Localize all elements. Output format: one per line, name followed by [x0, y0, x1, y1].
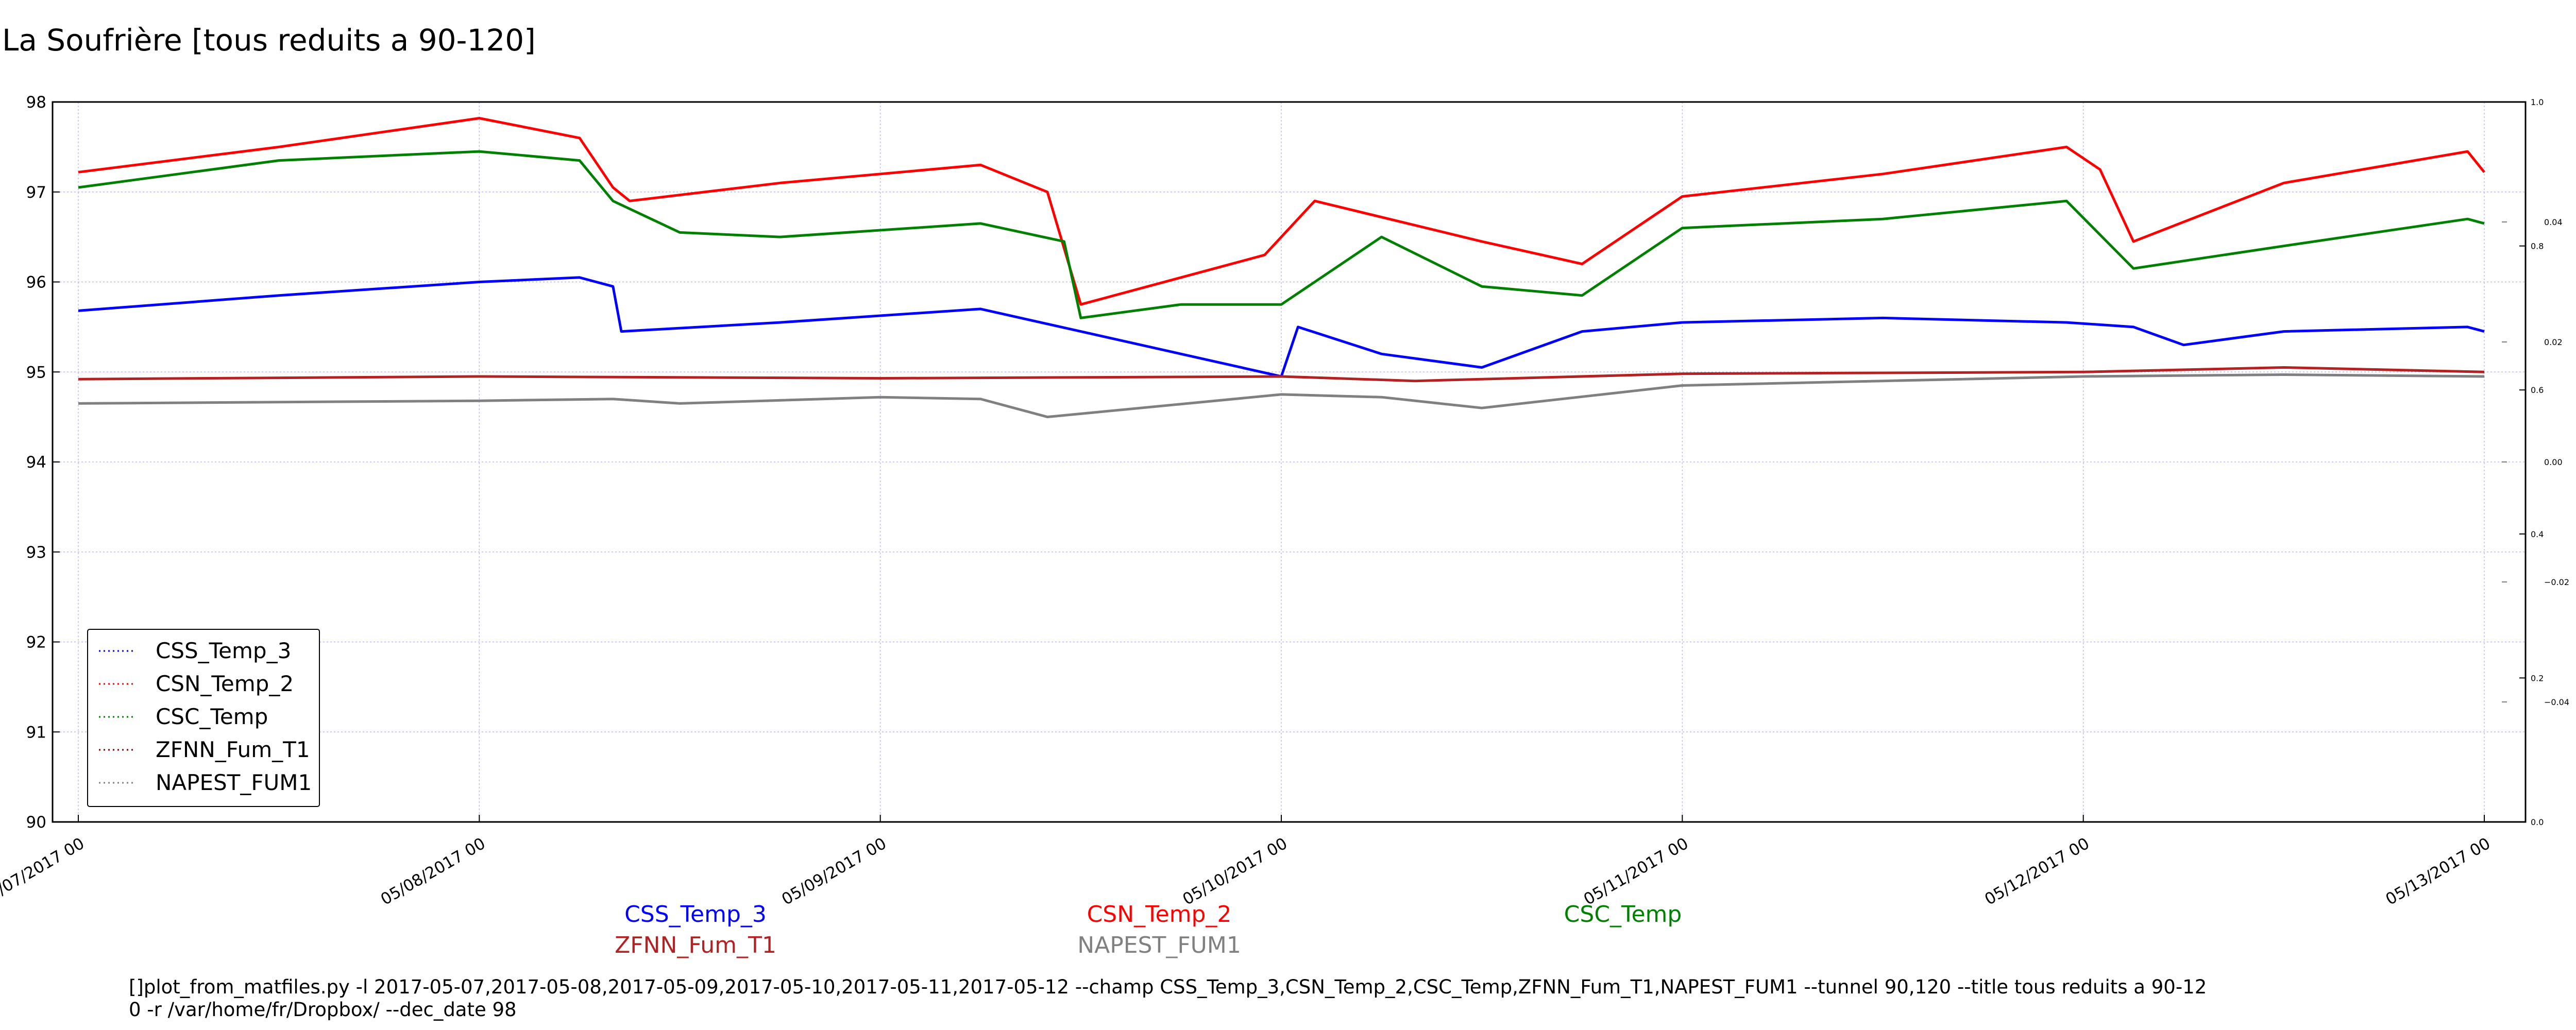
- series-line-zfnn-fum-t1: [78, 366, 2485, 383]
- y-tick-label: 90: [26, 813, 46, 832]
- right-tick-label: 0.6: [2531, 385, 2544, 395]
- right-inner-tick-label: 0.04: [2544, 217, 2563, 227]
- series-line-napest-fum1: [78, 373, 2485, 419]
- bottom-series-label: CSS_Temp_3: [624, 901, 767, 928]
- legend-label: NAPEST_FUM1: [156, 770, 312, 795]
- bottom-labels: CSS_Temp_3 CSN_Temp_2 CSC_Temp ZFNN_Fum_T1 N…: [615, 901, 1682, 958]
- bottom-series-label: CSC_Temp: [1564, 901, 1682, 928]
- y-tick-label: 93: [26, 543, 46, 562]
- series-line-csc-temp: [78, 150, 2485, 319]
- legend-box: [87, 629, 320, 807]
- right-tick-label: 0.0: [2531, 817, 2544, 827]
- y-tick-label: 95: [26, 363, 46, 382]
- plot-frame: [52, 101, 2527, 823]
- grid: [53, 102, 2526, 822]
- legend-label: ZFNN_Fum_T1: [156, 737, 310, 762]
- bottom-series-label: CSN_Temp_2: [1087, 901, 1232, 928]
- x-tick-label: 05/11/2017 00: [1581, 834, 1691, 909]
- chart-title: La Soufrière [tous reduits a 90-120]: [2, 23, 536, 58]
- right-inner-tick-label: −0.04: [2544, 697, 2569, 707]
- command-line-2: 0 -r /var/home/fr/Dropbox/ --dec_date 98: [129, 999, 517, 1021]
- y-tick-label: 91: [26, 723, 46, 742]
- y-tick-label: 96: [26, 273, 46, 292]
- right-tick-label: 0.8: [2531, 242, 2544, 251]
- x-tick-label: 05/10/2017 00: [1180, 834, 1291, 909]
- legend-label: CSN_Temp_2: [156, 671, 294, 696]
- right-inner-tick-label: 0.02: [2544, 337, 2563, 347]
- bottom-series-label: NAPEST_FUM1: [1077, 932, 1241, 958]
- series-line-css-temp-3: [78, 276, 2485, 378]
- series-line-csn-temp-2: [78, 117, 2485, 306]
- x-tick-label: 05/07/2017 00: [0, 834, 88, 909]
- legend-label: CSS_Temp_3: [156, 638, 291, 663]
- right-inner-tick-label: −0.02: [2544, 577, 2569, 587]
- y-tick-label: 94: [26, 453, 46, 472]
- x-tick-label: 05/13/2017 00: [2383, 834, 2494, 909]
- legend-label: CSC_Temp: [156, 704, 268, 729]
- bottom-series-label: ZFNN_Fum_T1: [615, 932, 776, 958]
- plot-area: [78, 117, 2485, 419]
- right-tick-label: 0.2: [2531, 673, 2544, 683]
- right-tick-label: 1.0: [2531, 97, 2544, 107]
- command-line-1: []plot_from_matfiles.py -l 2017-05-07,20…: [129, 976, 2207, 998]
- legend: CSS_Temp_3 CSN_Temp_2 CSC_Temp ZFNN_Fum_T1 N…: [87, 629, 320, 807]
- y-tick-label: 97: [26, 183, 46, 202]
- axes: 90 91 92 93 94 95 96 97 98 05/07/2017 00 05/08/201…: [0, 93, 2569, 909]
- command-text: []plot_from_matfiles.py -l 2017-05-07,20…: [129, 976, 2207, 1021]
- right-inner-tick-label: 0.00: [2544, 457, 2563, 467]
- y-tick-label: 98: [26, 93, 46, 112]
- right-tick-label: 0.4: [2531, 529, 2544, 539]
- y-tick-label: 92: [26, 633, 46, 652]
- x-tick-label: 05/08/2017 00: [378, 834, 488, 909]
- x-tick-label: 05/12/2017 00: [1981, 834, 2092, 909]
- x-tick-label: 05/09/2017 00: [778, 834, 889, 909]
